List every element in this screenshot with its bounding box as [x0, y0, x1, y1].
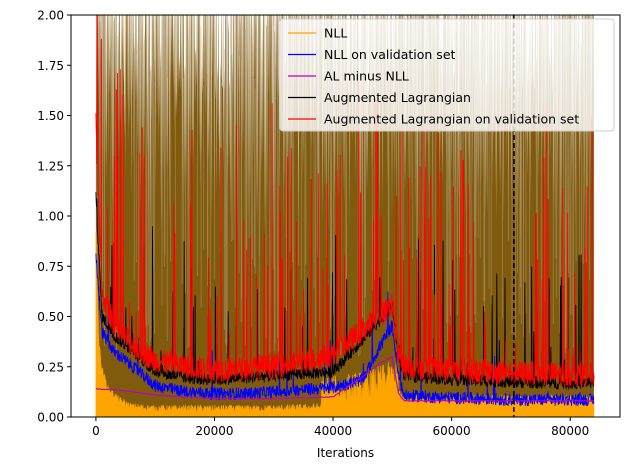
y-tick-label: 0.00	[37, 411, 64, 425]
y-tick-label: 0.50	[37, 310, 64, 324]
series-nll-validation	[95, 253, 595, 407]
y-tick-label: 1.25	[37, 159, 64, 173]
series-augmented-lagrangian-validation	[95, 15, 595, 387]
legend-box	[279, 18, 615, 132]
x-tick-label: 0	[92, 424, 100, 438]
x-tick-label: 80000	[551, 424, 589, 438]
legend-label: AL minus NLL	[324, 69, 409, 84]
y-tick-label: 1.50	[37, 109, 64, 123]
x-tick-label: 20000	[195, 424, 233, 438]
x-tick-label: 40000	[314, 424, 352, 438]
y-tick-label: 1.75	[37, 59, 64, 73]
y-tick-label: 2.00	[37, 9, 64, 23]
y-tick-label: 0.75	[37, 260, 64, 274]
series-al-minus-nll	[95, 355, 595, 402]
legend-label: NLL on validation set	[324, 47, 456, 62]
x-axis-label: Iterations	[317, 446, 374, 460]
legend-label: NLL	[324, 26, 347, 41]
legend: NLL NLL on validation set AL minus NLL Augm…	[279, 18, 615, 132]
x-tick-label: 60000	[433, 424, 471, 438]
legend-label: Augmented Lagrangian on validation set	[324, 112, 579, 127]
legend-label: Augmented Lagrangian	[324, 90, 471, 105]
ticks-layer: 0 20000 40000 60000 80000 0.00 0.25 0.50 0.75 1.0…	[37, 9, 589, 439]
y-tick-label: 0.25	[37, 360, 64, 374]
y-tick-label: 1.00	[37, 210, 64, 224]
plot-layer	[95, 15, 595, 417]
